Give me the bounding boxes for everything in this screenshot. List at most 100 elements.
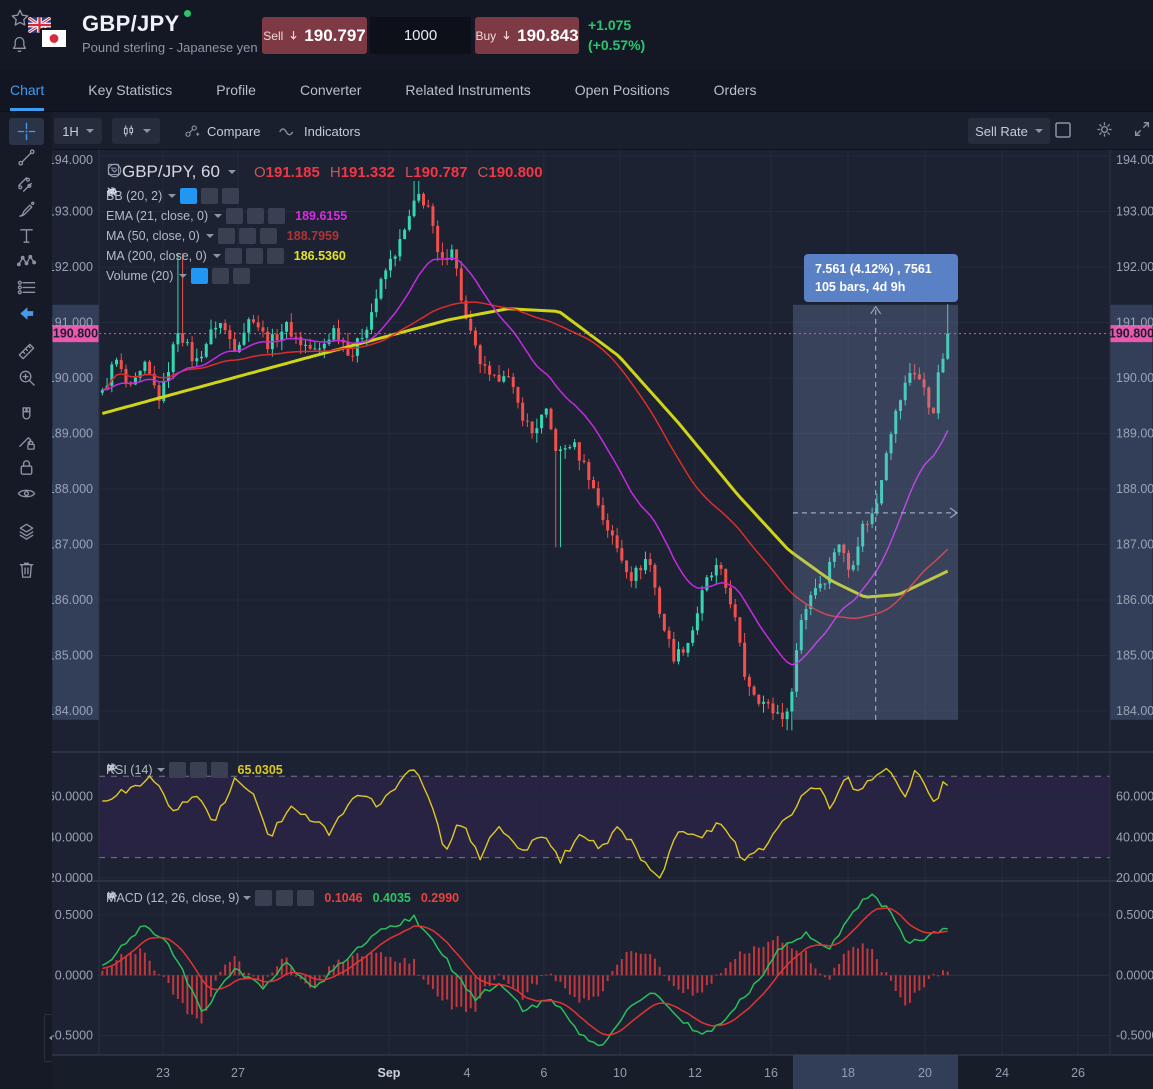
tab-converter[interactable]: Converter xyxy=(299,82,362,98)
zoom-in-tool-icon[interactable] xyxy=(0,364,52,390)
hide-drawings-tool-icon[interactable] xyxy=(0,480,52,506)
measure-tooltip: 7.561 (4.12%) , 7561 105 bars, 4d 9h xyxy=(804,254,958,302)
magnet-tool-icon[interactable] xyxy=(0,402,52,428)
volume-gear-button[interactable] xyxy=(107,187,230,284)
series-title: GBP/JPY, 60 xyxy=(122,162,220,181)
brush-tool-icon[interactable] xyxy=(0,196,52,222)
indicators-button[interactable]: Indicators xyxy=(272,118,366,144)
remove-drawings-tool-icon[interactable] xyxy=(0,556,52,582)
crosshair-tool-icon[interactable] xyxy=(0,117,52,145)
macd-value: 0.1046 xyxy=(324,891,363,905)
bb-close-button[interactable] xyxy=(107,187,240,204)
ma-close-button[interactable] xyxy=(107,187,277,244)
macd-label: MACD (12, 26, close, 9) xyxy=(106,891,240,905)
bb-gear-button[interactable] xyxy=(107,187,219,204)
trend-line-tool-icon[interactable] xyxy=(0,144,52,170)
price-pane[interactable] xyxy=(100,181,950,731)
interval-select[interactable]: 1H xyxy=(54,118,102,144)
rsi-pane[interactable] xyxy=(99,767,1110,879)
svg-text:194.000: 194.000 xyxy=(52,153,93,167)
indicator-legend-rows: BB (20, 2) EMA (21, close, 0) 189.6155 MA (… xyxy=(106,186,347,286)
indicator-label: EMA (21, close, 0) xyxy=(106,209,209,223)
svg-text:188.000: 188.000 xyxy=(1116,482,1153,496)
tab-key-statistics[interactable]: Key Statistics xyxy=(88,82,173,98)
macd-close-button[interactable] xyxy=(107,890,315,906)
parallel-channel-tool-icon[interactable] xyxy=(0,170,52,196)
rsi-eye-button[interactable] xyxy=(107,762,186,778)
rsi-close-button[interactable] xyxy=(107,762,228,778)
bb-eye-button[interactable] xyxy=(107,188,198,204)
price-change: +1.075 (+0.57%) xyxy=(588,17,646,53)
svg-text:0.0000: 0.0000 xyxy=(55,968,93,982)
macd-gear-button[interactable] xyxy=(107,890,294,906)
lock-all-tool-icon[interactable] xyxy=(0,454,52,480)
ma-eye-button[interactable] xyxy=(107,189,235,244)
forecast-tool-icon[interactable] xyxy=(0,274,52,300)
ma-eye-button[interactable] xyxy=(107,189,242,264)
ma-gear-button[interactable] xyxy=(107,187,256,244)
chevron-down-icon xyxy=(227,170,236,174)
macd-legend[interactable]: MACD (12, 26, close, 9) 0.1046 0.4035 0.299… xyxy=(106,890,459,906)
svg-text:184.000: 184.000 xyxy=(52,704,93,718)
japan-flag-icon xyxy=(40,28,68,49)
time-axis[interactable]: 23 27 Sep 4 6 10 12 16 18 20 24 26 xyxy=(156,1066,1085,1080)
ruler-tool-icon[interactable] xyxy=(0,338,52,364)
svg-text:-0.5000: -0.5000 xyxy=(1116,1029,1153,1043)
alert-bell-icon[interactable] xyxy=(10,34,32,54)
tab-open-positions[interactable]: Open Positions xyxy=(574,82,670,98)
settings-gear-icon[interactable] xyxy=(1094,119,1115,143)
svg-text:187.000: 187.000 xyxy=(52,537,93,551)
svg-text:16: 16 xyxy=(764,1066,778,1080)
indicator-row-ma[interactable]: MA (200, close, 0) 186.5360 xyxy=(106,187,347,266)
drawing-lock-tool-icon[interactable] xyxy=(0,428,52,454)
indicator-value: 186.5360 xyxy=(293,249,346,263)
macd-pane[interactable] xyxy=(101,893,949,1047)
indicator-row-bb[interactable]: BB (20, 2) xyxy=(106,186,347,206)
layers-tool-icon[interactable] xyxy=(0,518,52,544)
indicator-row-ema[interactable]: EMA (21, close, 0) 189.6155 xyxy=(106,187,347,226)
tab-related-instruments[interactable]: Related Instruments xyxy=(405,82,531,98)
volume-close-button[interactable] xyxy=(107,187,251,284)
macd-value: 0.4035 xyxy=(372,891,411,905)
compare-button[interactable]: Compare xyxy=(177,118,266,144)
tab-orders[interactable]: Orders xyxy=(713,82,757,98)
right-price-axis[interactable]: 194.000 193.000 192.000 191.000 190.000 189.0… xyxy=(1116,153,1153,1043)
xabcd-pattern-tool-icon[interactable] xyxy=(0,248,52,274)
ema-close-button[interactable] xyxy=(107,187,286,224)
main-series-legend[interactable]: GBP/JPY, 60 O191.185 H191.332 L190.787 C… xyxy=(106,162,543,182)
chart-area[interactable]: 190.800 190.800 60.0000 40.0000 20.0000 0.500… xyxy=(52,150,1153,1089)
sell-button[interactable]: Sell 190.797 xyxy=(262,17,367,54)
arrow-left-tool-icon[interactable] xyxy=(0,300,52,326)
chevron-down-icon xyxy=(1034,129,1043,133)
buy-button[interactable]: Buy 190.843 xyxy=(475,17,579,54)
svg-text:26: 26 xyxy=(1071,1066,1085,1080)
quantity-input[interactable]: 1000 xyxy=(370,17,471,54)
sell-rate-select[interactable]: Sell Rate xyxy=(968,118,1050,144)
tab-chart[interactable]: Chart xyxy=(10,70,45,111)
svg-text:187.000: 187.000 xyxy=(1116,537,1153,551)
snapshot-frame-icon[interactable] xyxy=(1052,119,1074,144)
left-price-axis[interactable]: 60.0000 40.0000 20.0000 0.5000 0.0000 -0.5000 xyxy=(52,790,93,1043)
chevron-down-icon xyxy=(205,234,214,238)
ema-gear-button[interactable] xyxy=(107,187,265,224)
chart-style-select[interactable] xyxy=(112,118,160,144)
tab-bar: Chart Key Statistics Profile Converter Relat… xyxy=(0,70,1153,112)
ma-gear-button[interactable] xyxy=(107,187,263,264)
svg-text:190.000: 190.000 xyxy=(52,371,93,385)
rsi-gear-button[interactable] xyxy=(107,762,207,778)
ma-close-button[interactable] xyxy=(107,187,284,264)
indicator-row-volume[interactable]: Volume (20) xyxy=(106,187,347,286)
indicator-row-ma[interactable]: MA (50, close, 0) 188.7959 xyxy=(106,187,347,246)
macd-eye-button[interactable] xyxy=(107,890,273,906)
rsi-legend[interactable]: RSI (14) 65.0305 xyxy=(106,762,283,778)
tab-profile[interactable]: Profile xyxy=(216,82,256,98)
indicator-label: Volume (20) xyxy=(106,269,174,283)
chart-canvas[interactable]: 190.800 190.80060.000040.000020.00000.500… xyxy=(52,150,1153,1089)
favorite-star-icon[interactable] xyxy=(10,8,32,28)
chart-toolbar: 1H Compare Indicators Sell Rate xyxy=(52,112,1153,150)
text-tool-icon[interactable] xyxy=(0,222,52,248)
drawing-toolbar xyxy=(0,112,53,1089)
fullscreen-icon[interactable] xyxy=(1132,119,1152,142)
volume-eye-button[interactable] xyxy=(107,189,209,284)
ema-eye-button[interactable] xyxy=(107,189,244,224)
